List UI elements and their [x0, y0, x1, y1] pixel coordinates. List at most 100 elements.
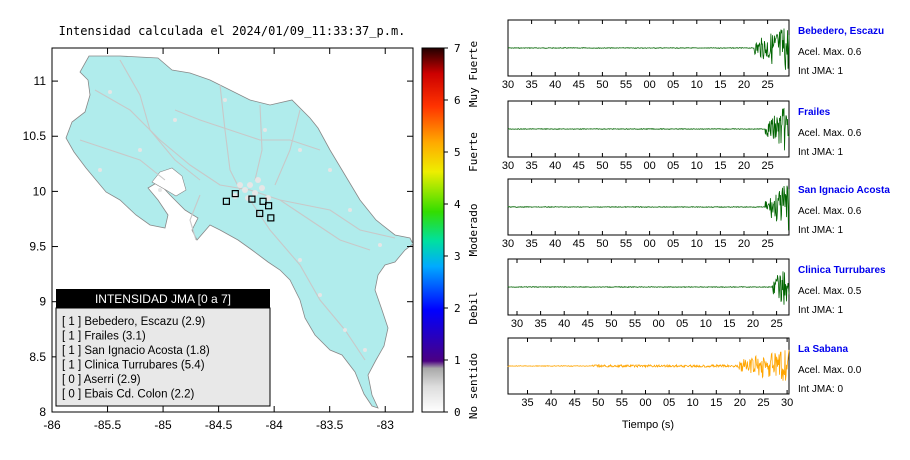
waveform-tick-label: 25 [761, 238, 773, 250]
time-axis-label: Tiempo (s) [622, 419, 674, 431]
waveform-tick-label: 40 [549, 79, 561, 91]
waveform-tick-label: 45 [573, 160, 585, 172]
waveform-tick-label: 05 [667, 79, 679, 91]
town-markers [98, 90, 382, 352]
waveform-tick-label: 05 [667, 160, 679, 172]
waveform-tick-label: 20 [738, 238, 750, 250]
waveform-tick-label: 50 [596, 79, 608, 91]
map-x-tick-label: -85 [154, 418, 172, 432]
waveform-tick-label: 55 [620, 238, 632, 250]
waveform-tick-label: 15 [723, 318, 735, 330]
map-y-axis: 11 10.5 10 9.5 9 8.5 8 [23, 74, 413, 419]
waveform-tick-label: 25 [770, 318, 782, 330]
waveform-tick-label: 45 [582, 318, 594, 330]
waveform-trace [508, 28, 790, 70]
station-intensity: Int JMA: 1 [798, 147, 843, 158]
map-y-tick-label: 10 [33, 184, 47, 198]
waveform-tick-label: 25 [761, 160, 773, 172]
waveform-tick-label: 45 [573, 79, 585, 91]
station-name: La Sabana [798, 344, 848, 355]
station-marker [259, 197, 267, 205]
map-y-tick-label: 9.5 [29, 240, 46, 254]
colorbar-ticks: 0 1 2 3 4 5 6 7 [444, 42, 461, 419]
waveform-tick-label: 25 [757, 397, 769, 409]
colorbar-categories: No sentido Debil Moderado Fuerte Muy Fuerte [467, 41, 480, 419]
colorbar-tick-label: 2 [454, 302, 461, 315]
waveform-tick-label: 40 [549, 160, 561, 172]
waveform-tick-label: 35 [525, 238, 537, 250]
station-marker [265, 202, 273, 210]
waveform-panel: 30 35 40 45 50 55 00 05 10 15 20 25 San Ignacio Acos… [502, 178, 890, 250]
waveform-panel: 30 35 40 45 50 55 00 05 10 15 20 25 Frailes Acel. Max… [502, 100, 862, 172]
waveform-tick-label: 55 [620, 79, 632, 91]
map-x-tick-label: -84.5 [205, 418, 233, 432]
waveform-tick-label: 00 [643, 160, 655, 172]
station-marker [222, 197, 230, 205]
station-name: Frailes [798, 107, 831, 118]
colorbar-tick-label: 0 [454, 406, 461, 419]
map-x-tick-label: -83.5 [316, 418, 344, 432]
waveform-tick-label: 15 [714, 79, 726, 91]
waveform-tick-label: 30 [781, 397, 793, 409]
colorbar-category-label: Moderado [467, 204, 480, 257]
legend-header-bg [56, 289, 270, 308]
waveform-tick-label: 55 [620, 160, 632, 172]
legend-body-bg [55, 307, 271, 407]
costa-rica-land [65, 55, 413, 409]
station-intensity: Int JMA: 1 [798, 225, 843, 236]
waveform-trace [507, 349, 790, 381]
waveform-tick-label: 35 [521, 397, 533, 409]
waveform-tick-label: 30 [502, 160, 514, 172]
waveform-tick-label: 10 [687, 397, 699, 409]
map-title: Intensidad calculada el 2024/01/09_11:33… [59, 24, 406, 38]
map-y-tick-label: 8.5 [29, 350, 46, 364]
waveform-tick-label: 20 [738, 160, 750, 172]
waveform-tick-label: 30 [511, 318, 523, 330]
colorbar-tick-label: 4 [454, 198, 461, 211]
waveform-tick-label: 50 [596, 160, 608, 172]
waveform-tick-label: 50 [605, 318, 617, 330]
colorbar-tick-label: 5 [454, 146, 461, 159]
waveform-tick-label: 30 [502, 79, 514, 91]
station-accel: Acel. Max. 0.5 [798, 286, 862, 297]
waveform-tick-label: 20 [747, 318, 759, 330]
map-land-layer [65, 55, 413, 409]
station-intensity: Int JMA: 0 [798, 384, 843, 395]
road-network [79, 59, 396, 361]
map-x-tick-label: -86 [43, 418, 61, 432]
station-marker [231, 190, 239, 198]
waveform-tick-label: 00 [639, 397, 651, 409]
waveform-trace [507, 271, 790, 305]
waveform-tick-label: 40 [549, 238, 561, 250]
waveform-tick-label: 30 [502, 238, 514, 250]
waveform-panel: 35 40 45 50 55 00 05 10 15 20 25 30 La Sabana Acel. M… [507, 337, 862, 409]
waveform-tick-label: 35 [525, 160, 537, 172]
waveform-tick-label: 35 [534, 318, 546, 330]
station-marker [256, 209, 264, 218]
waveform-tick-label: 05 [667, 238, 679, 250]
waveform-tick-label: 10 [691, 160, 703, 172]
waveform-tick-label: 00 [652, 318, 664, 330]
legend-entries: [ 1 ] Bebedero, Escazu (2.9) [ 1 ] Fraile… [62, 316, 210, 401]
legend-entry: [ 1 ] Frailes (3.1) [62, 331, 146, 343]
waveform-tick-label: 40 [558, 318, 570, 330]
map-x-axis: -86 -85.5 -85 -84.5 -84 -83.5 -83 [43, 48, 394, 432]
legend-entry: [ 1 ] Clinica Turrubares (5.4) [62, 360, 205, 372]
map-y-tick-label: 8 [39, 405, 46, 419]
waveform-tick-label: 15 [714, 238, 726, 250]
station-name: San Ignacio Acosta [798, 185, 890, 196]
waveform-tick-label: 05 [663, 397, 675, 409]
waveform-tick-label: 50 [592, 397, 604, 409]
station-accel: Acel. Max. 0.6 [798, 47, 862, 58]
waveform-tick-label: 45 [573, 238, 585, 250]
legend-entry: [ 1 ] San Ignacio Acosta (1.8) [62, 345, 210, 357]
station-name: Clinica Turrubares [798, 265, 886, 276]
colorbar-category-label: Fuerte [467, 132, 480, 172]
waveform-tick-label: 15 [710, 397, 722, 409]
waveform-tick-label: 40 [545, 397, 557, 409]
station-markers [222, 190, 275, 222]
station-accel: Acel. Max. 0.6 [798, 128, 862, 139]
nicoya-gulf-shore [151, 167, 187, 197]
map-y-tick-label: 9 [39, 295, 46, 309]
